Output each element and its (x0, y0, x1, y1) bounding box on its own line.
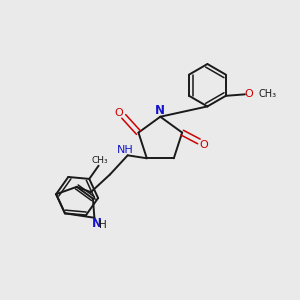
Text: O: O (114, 108, 123, 118)
Text: O: O (200, 140, 208, 150)
Text: CH₃: CH₃ (91, 157, 108, 166)
Text: NH: NH (117, 145, 134, 155)
Text: N: N (92, 217, 102, 230)
Text: H: H (99, 220, 106, 230)
Text: N: N (155, 104, 165, 117)
Text: O: O (244, 89, 253, 99)
Text: CH₃: CH₃ (259, 89, 277, 99)
